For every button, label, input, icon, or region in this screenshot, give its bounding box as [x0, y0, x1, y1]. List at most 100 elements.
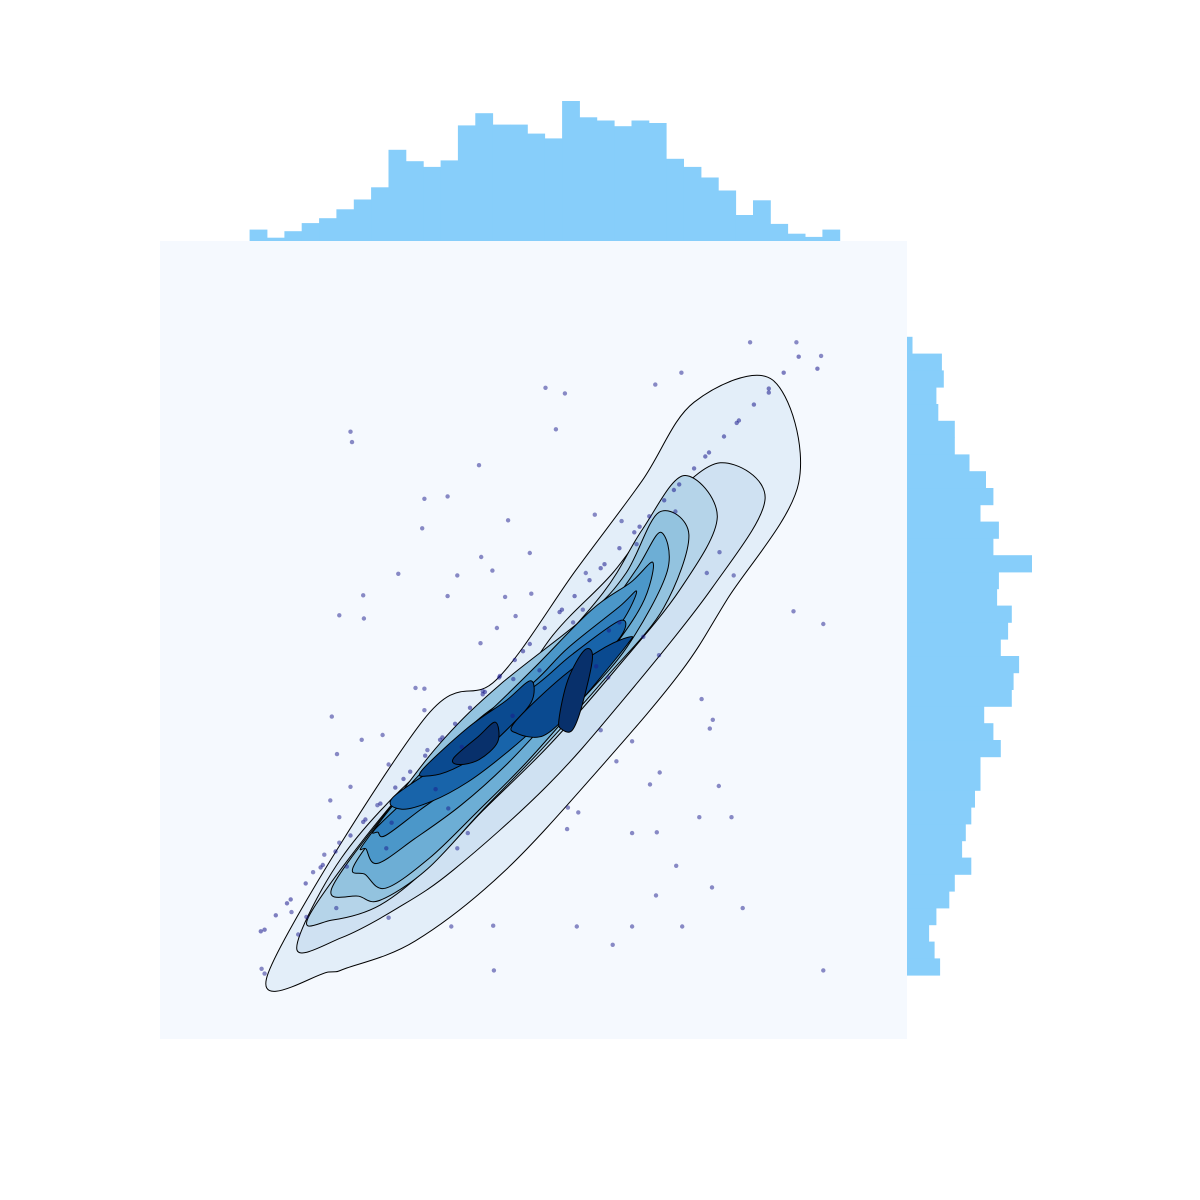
scatter-point [446, 806, 451, 811]
kde-contour-level-10-11 [558, 648, 594, 733]
scatter-point [310, 870, 316, 875]
scatter-point-diagonal [632, 530, 637, 535]
histogram-bar-top [544, 138, 563, 241]
scatter-point [420, 526, 425, 531]
scatter-point-diagonal [637, 524, 642, 529]
scatter-point [543, 385, 548, 390]
scatter-point [576, 810, 581, 815]
scatter-point [629, 830, 635, 836]
scatter-point [510, 713, 515, 718]
scatter-point [747, 340, 753, 345]
scatter-point [296, 932, 301, 937]
scatter-point [380, 732, 385, 738]
scatter-point-diagonal [751, 402, 757, 407]
scatter-point-diagonal [706, 450, 712, 455]
scatter-point [413, 685, 418, 691]
scatter-point-diagonal [766, 386, 771, 391]
scatter-point [598, 728, 603, 733]
scatter-point [704, 570, 709, 576]
scatter-point [459, 744, 464, 750]
histogram-bar-right [907, 454, 970, 472]
scatter-point [386, 915, 391, 920]
histogram-bar-top [457, 125, 476, 241]
scatter-point [361, 593, 366, 598]
histogram-bar-top [822, 229, 841, 241]
histogram-bar-right [907, 807, 972, 825]
scatter-point [337, 613, 342, 618]
scatter-point [606, 628, 612, 633]
scatter-point [673, 509, 678, 514]
scatter-point-diagonal [303, 881, 308, 886]
scatter-point [529, 591, 534, 596]
scatter-point [653, 382, 658, 387]
histogram-bar-top [319, 218, 337, 241]
histogram-bar-right [907, 756, 981, 774]
histogram-bar-right [907, 471, 986, 489]
scatter-point [478, 641, 483, 646]
scatter-point-diagonal [480, 692, 485, 697]
scatter-point [334, 751, 340, 757]
scatter-point-diagonal [703, 454, 708, 459]
scatter-point-diagonal [408, 769, 413, 774]
scatter-point [422, 496, 427, 501]
scatter-point-diagonal [542, 625, 547, 631]
scatter-point-diagonal [401, 776, 406, 782]
scatter-point-diagonal [348, 833, 353, 838]
scatter-point [821, 968, 826, 973]
scatter-point [629, 924, 635, 929]
histogram-bar-top [475, 113, 494, 241]
scatter-point [674, 863, 679, 868]
scatter-point [574, 924, 579, 929]
scatter-point [729, 815, 734, 820]
scatter-point [455, 573, 460, 578]
histogram-bar-right [907, 353, 942, 371]
scatter-point [304, 914, 309, 920]
scatter-point [361, 616, 367, 621]
histogram-bar-top [527, 133, 546, 241]
scatter-point-diagonal [677, 482, 682, 487]
histogram-bar-right [907, 740, 1001, 758]
scatter-point [337, 815, 342, 820]
histogram-bar-right [907, 891, 950, 909]
scatter-point [422, 686, 427, 691]
scatter-point [740, 905, 745, 911]
histogram-bar-top [683, 166, 702, 241]
histogram-bar-right [907, 605, 1012, 623]
histogram-bar-top [371, 187, 389, 241]
scatter-point [348, 784, 353, 789]
histogram-bar-top [301, 223, 320, 241]
scatter-point [653, 893, 659, 898]
scatter-point-diagonal [273, 913, 278, 918]
scatter-point-diagonal [393, 785, 398, 790]
scatter-point [344, 864, 349, 869]
scatter-point [710, 717, 715, 722]
scatter-point-diagonal [467, 705, 473, 710]
histogram-bar-right [907, 672, 1014, 690]
scatter-point [513, 613, 518, 619]
histogram-bar-right [907, 504, 981, 522]
histogram-bar-right [907, 404, 939, 422]
histogram-bar-right [907, 924, 930, 942]
kde-contours [265, 374, 802, 992]
histogram-bar-right [907, 958, 941, 976]
histogram-bar-top [336, 209, 355, 241]
scatter-point [570, 620, 576, 625]
scatter-point [610, 942, 615, 947]
scatter-point [422, 708, 427, 713]
scatter-points [258, 340, 826, 976]
histogram-bar-top [440, 160, 459, 241]
scatter-point [479, 554, 484, 560]
scatter-point-diagonal [815, 366, 820, 371]
histogram-bar-top [753, 200, 771, 241]
histogram-bar-right [907, 336, 913, 354]
scatter-point [592, 512, 597, 517]
scatter-point-diagonal [440, 735, 445, 740]
scatter-point [329, 714, 334, 719]
scatter-point-diagonal [796, 354, 801, 359]
histogram-bar-top [718, 190, 737, 241]
scatter-point [455, 846, 460, 851]
scatter-point [614, 759, 619, 764]
histogram-bar-right [907, 488, 994, 506]
scatter-point [629, 739, 635, 744]
